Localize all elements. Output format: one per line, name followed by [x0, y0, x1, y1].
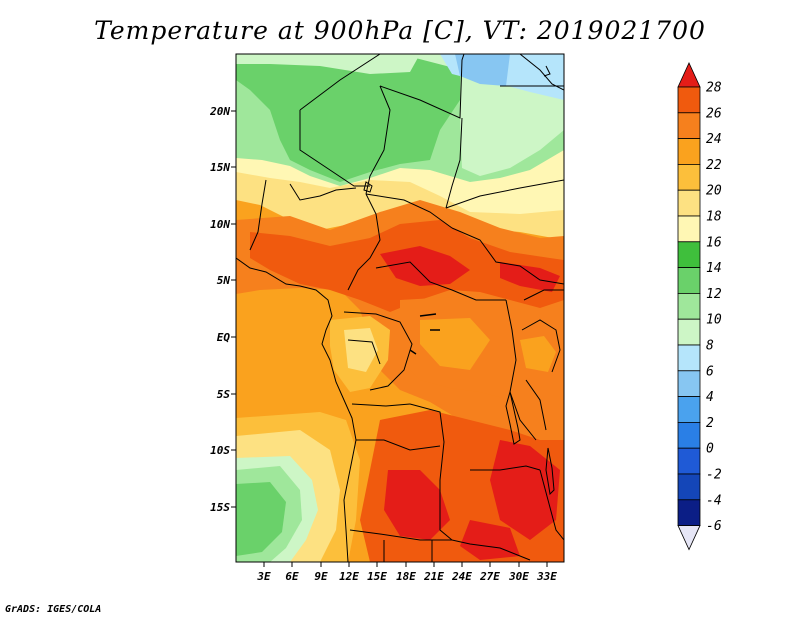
lon-label: 24E	[451, 570, 472, 583]
country-borders	[236, 54, 564, 562]
temperature-field	[236, 54, 564, 562]
colorbar-label: 14	[706, 261, 722, 276]
colorbar-label: 24	[706, 132, 722, 147]
lon-label: 3E	[256, 570, 271, 583]
colorbar-swatch	[677, 473, 701, 501]
colorbar-label: 0	[706, 442, 714, 457]
lat-label: 20N	[209, 105, 230, 118]
lon-label: 9E	[314, 570, 328, 583]
colorbar-label: 26	[706, 106, 722, 121]
colorbar-swatch	[677, 267, 701, 294]
colorbar-swatch	[677, 318, 701, 346]
colorbar-label: 22	[706, 158, 722, 173]
lat-label: 10S	[210, 444, 230, 457]
colorbar-swatch	[677, 396, 701, 423]
lon-label: 18E	[396, 570, 416, 583]
colorbar-label: -6	[706, 519, 722, 534]
colorbar-swatch	[677, 292, 701, 320]
colorbar-swatch	[677, 86, 701, 114]
lat-label: 15N	[210, 161, 230, 174]
colorbar-swatch	[677, 241, 701, 269]
map-frame	[235, 53, 565, 563]
colorbar-cap-top	[677, 62, 701, 88]
lat-label: EQ	[217, 331, 231, 344]
colorbar-label: 18	[706, 210, 722, 225]
colorbar-swatch	[677, 421, 701, 449]
lon-label: 30E	[508, 570, 529, 583]
colorbar-swatch	[677, 189, 701, 217]
colorbar-swatch	[677, 447, 701, 475]
lon-label: 12E	[339, 570, 359, 583]
lon-label: 6E	[285, 570, 299, 583]
lon-label: 33E	[536, 570, 557, 583]
latitude-axis	[231, 110, 236, 508]
colorbar-label: 12	[706, 287, 722, 302]
lon-label: 15E	[367, 570, 387, 583]
colorbar-swatch	[677, 215, 701, 243]
colorbar-label: 28	[706, 81, 722, 96]
colorbar-label: 6	[706, 364, 714, 379]
colorbar-swatch	[677, 370, 701, 397]
lat-label: 10N	[210, 218, 230, 231]
colorbar-label: 10	[706, 313, 722, 328]
lat-label: 5S	[217, 388, 231, 401]
lon-label: 27E	[479, 570, 500, 583]
colorbar-swatch	[677, 112, 701, 140]
colorbar-swatch	[677, 163, 701, 191]
footer-credit: GrADS: IGES/COLA	[5, 604, 102, 615]
colorbar-label: 16	[706, 235, 722, 250]
colorbar-swatch	[677, 138, 701, 165]
colorbar-label: 8	[706, 339, 714, 354]
lon-label: 21E	[423, 570, 444, 583]
lat-label: 15S	[210, 501, 230, 514]
colorbar-label: -2	[706, 468, 722, 483]
colorbar-label: -4	[706, 493, 722, 508]
colorbar-label: 20	[706, 184, 722, 199]
colorbar-cap-bottom	[677, 525, 701, 551]
map-title: Temperature at 900hPa [C], VT: 201902170…	[94, 16, 706, 45]
lat-label: 5N	[217, 274, 231, 287]
colorbar-label: 4	[706, 390, 714, 405]
colorbar-swatch	[677, 344, 701, 372]
colorbar-label: 2	[706, 416, 714, 431]
longitude-axis	[263, 562, 548, 567]
colorbar-swatch	[677, 499, 701, 526]
